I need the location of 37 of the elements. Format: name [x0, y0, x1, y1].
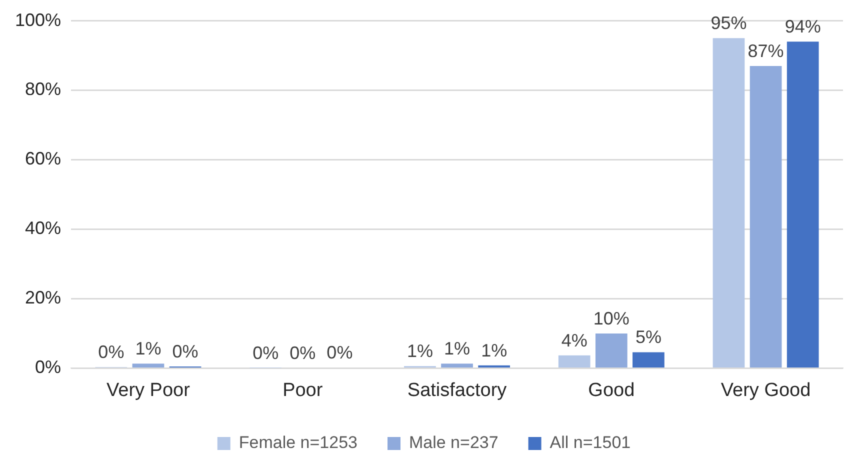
y-tick-label: 20%	[25, 288, 62, 308]
data-label: 4%	[561, 330, 588, 350]
y-tick-label: 0%	[35, 357, 62, 378]
data-label: 5%	[635, 327, 662, 348]
y-tick-label: 40%	[25, 218, 62, 238]
legend-label: Male n=237	[408, 433, 498, 452]
data-label: 87%	[748, 40, 784, 61]
data-label: 0%	[98, 342, 124, 362]
bar	[632, 352, 664, 368]
y-tick-label: 80%	[25, 79, 62, 100]
x-tick-label: Satisfactory	[407, 380, 508, 401]
legend-label: Female n=1253	[238, 433, 358, 452]
legend-label: All n=1501	[550, 433, 631, 452]
data-label: 1%	[406, 341, 433, 362]
y-tick-label: 100%	[14, 10, 62, 30]
bar	[750, 66, 782, 368]
data-label: 94%	[784, 16, 821, 37]
bar	[132, 364, 164, 368]
bar	[786, 42, 819, 368]
bar	[558, 355, 590, 368]
data-label: 0%	[172, 341, 198, 362]
data-label: 1%	[481, 340, 508, 360]
x-tick-label: Very Poor	[106, 380, 191, 401]
bar	[441, 364, 473, 368]
x-tick-label: Good	[588, 380, 635, 401]
x-tick-label: Poor	[282, 380, 324, 401]
x-tick-label: Very Good	[720, 380, 811, 401]
data-label: 0%	[290, 343, 316, 364]
bar	[712, 38, 745, 368]
data-label: 0%	[326, 342, 353, 362]
data-label: 10%	[593, 308, 630, 328]
data-label: 0%	[252, 342, 279, 363]
data-label: 1%	[444, 338, 470, 359]
data-label: 95%	[710, 13, 747, 34]
data-label: 1%	[135, 338, 162, 359]
y-tick-label: 60%	[25, 148, 62, 169]
bar	[595, 333, 628, 368]
